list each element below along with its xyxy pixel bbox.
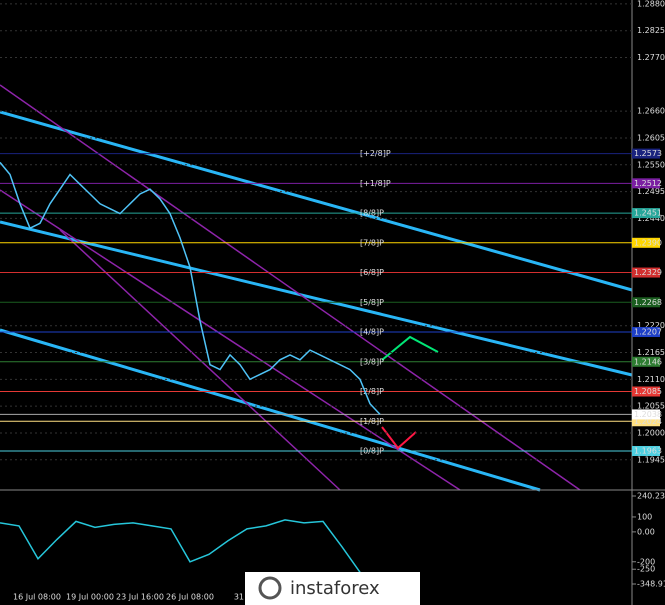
level-label: [+2/8]P	[360, 149, 391, 158]
level-label: [3/8]P	[360, 357, 384, 366]
price-tag	[632, 178, 660, 189]
level-label: [0/8]P	[360, 446, 384, 455]
trend-lines	[0, 84, 633, 492]
price-tag	[632, 445, 660, 456]
price-tag-label: 1.2573	[634, 149, 662, 158]
price-tag	[632, 297, 660, 308]
price-tag-label: 1.2451	[634, 209, 662, 218]
price-tag	[632, 327, 660, 338]
level-label: [7/8]P	[360, 238, 384, 247]
y-tick-label: 1.2440	[637, 214, 665, 223]
y-tick-label: 1.2110	[637, 375, 665, 384]
y-tick-label: 1.2605	[637, 133, 665, 142]
level-label: [+1/8]P	[360, 179, 391, 188]
price-tag-label: 1.2390	[634, 238, 662, 247]
level-label: [5/8]P	[360, 298, 384, 307]
price-tag	[632, 356, 660, 367]
price-tag-label: 1.2038	[634, 410, 662, 419]
y-tick-label: 1.2825	[637, 26, 665, 35]
price-tag	[632, 237, 660, 248]
price-tag	[632, 416, 660, 427]
price-tag-label: 1.2512	[634, 179, 662, 188]
y-tick-label: 1.2660	[637, 107, 665, 116]
price-tag-label: 1.2146	[634, 357, 662, 366]
price-tag-label: 1.2268	[634, 298, 662, 307]
level-label: [2/8]P	[360, 387, 384, 396]
y-tick-label: 1.2000	[637, 428, 665, 437]
x-tick-label: 16 Jul 08:00	[13, 593, 61, 602]
y-tick-label: 240.2398	[637, 492, 665, 501]
level-label: [8/8]P	[360, 209, 384, 218]
y-tick-label: 1.2495	[637, 187, 665, 196]
price-tag-label: 1.2024	[634, 417, 662, 426]
level-label: [4/8]P	[360, 328, 384, 337]
price-tag-label: 1.1963	[634, 446, 662, 455]
y-tick-label: -200	[637, 557, 655, 566]
price-tag	[632, 148, 660, 159]
x-tick-label: 19 Jul 00:00	[66, 593, 114, 602]
price-tag-label: 1.2207	[634, 328, 662, 337]
x-tick-label: 23 Jul 16:00	[116, 593, 164, 602]
watermark: instaforex	[245, 572, 420, 605]
price-tag	[632, 208, 660, 219]
level-label: [1/8]P	[360, 417, 384, 426]
y-tick-label: -348.9114	[637, 580, 665, 589]
x-tick-label: 26 Jul 08:00	[166, 593, 214, 602]
y-tick-label: -250	[637, 565, 655, 574]
price-tag	[632, 267, 660, 278]
y-tick-label: 0.00	[637, 527, 655, 536]
price-tag-label: 1.2329	[634, 268, 662, 277]
y-tick-label: 1.1945	[637, 455, 665, 464]
price-tag	[632, 386, 660, 397]
price-tag-label: 1.2085	[634, 387, 662, 396]
price-line	[0, 519, 381, 584]
y-tick-label: 1.2770	[637, 53, 665, 62]
y-tick-label: 1.2880	[637, 0, 665, 8]
watermark-text: instaforex	[290, 578, 380, 599]
y-tick-label: 100	[637, 512, 652, 521]
y-tick-label: 1.2550	[637, 160, 665, 169]
y-tick-label: 1.2165	[637, 348, 665, 357]
y-tick-label: 1.2055	[637, 402, 665, 411]
price-tag	[632, 409, 660, 420]
y-tick-label: 1.2220	[637, 321, 665, 330]
price-line	[0, 161, 381, 415]
level-label: [6/8]P	[360, 268, 384, 277]
